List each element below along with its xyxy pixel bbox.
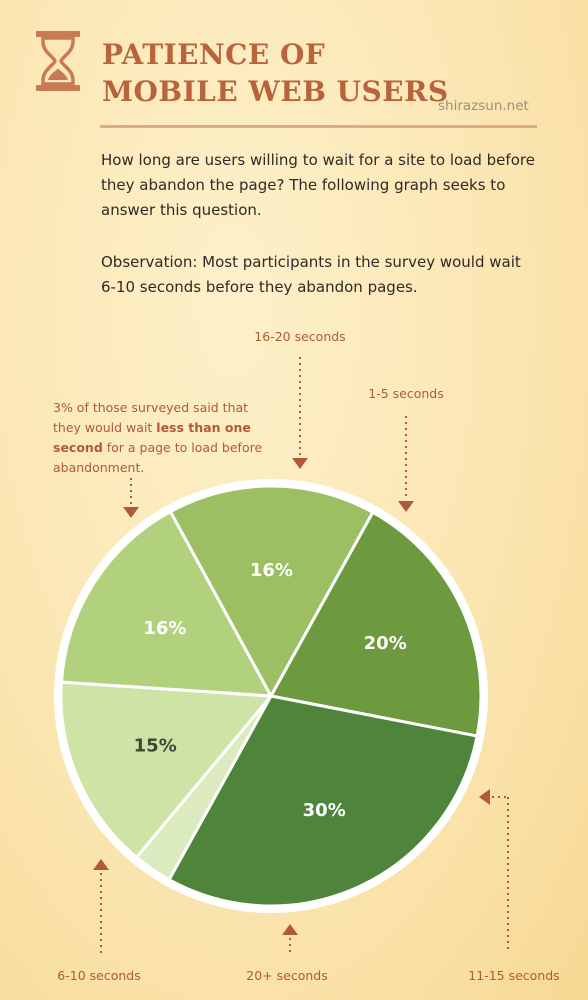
category-label-16-20: 16-20 seconds	[254, 329, 345, 344]
pie-slice-4	[269, 510, 483, 738]
pie-value-label-5: 30%	[303, 800, 346, 821]
pie-value-label-4: 20%	[364, 633, 407, 654]
pie-value-label-1: 15%	[134, 736, 177, 757]
note-text-start: 3% of those surveyed said that they woul…	[53, 400, 249, 435]
category-label-11-15: 11-15 seconds	[468, 968, 559, 983]
intro-observation: Observation: Most participants in the su…	[101, 253, 521, 296]
callout-under-one	[123, 478, 139, 518]
source-credit: shirazsun.net	[438, 98, 529, 114]
pie-slice-5	[167, 694, 479, 908]
hourglass-icon	[36, 31, 80, 91]
pie-value-label-3: 16%	[250, 560, 293, 581]
under-one-second-note: 3% of those surveyed said that they woul…	[53, 398, 268, 478]
callout-6-10: 6-10 seconds	[57, 859, 141, 983]
category-label-1-5: 1-5 seconds	[368, 386, 443, 401]
note-text-bold: less than one second	[53, 420, 251, 455]
callout-20-plus: 20+ seconds	[246, 924, 328, 983]
callout-1-5: 1-5 seconds	[368, 386, 444, 512]
pie-slice-1	[59, 680, 273, 859]
pie-slice-2	[59, 510, 273, 698]
intro-question: How long are users willing to wait for a…	[101, 151, 535, 219]
pie-value-label-2: 16%	[143, 618, 186, 639]
callout-16-20: 16-20 seconds	[254, 329, 346, 469]
note-text-end: for a page to load before abandonment.	[53, 440, 263, 475]
page-title: PATIENCE OF MOBILE WEB USERS	[102, 38, 449, 108]
callout-11-15: 11-15 seconds	[468, 789, 560, 983]
pie-slice-3	[168, 484, 375, 698]
title-divider	[100, 125, 537, 128]
category-label-20-plus: 20+ seconds	[246, 968, 327, 983]
category-label-6-10: 6-10 seconds	[57, 968, 140, 983]
